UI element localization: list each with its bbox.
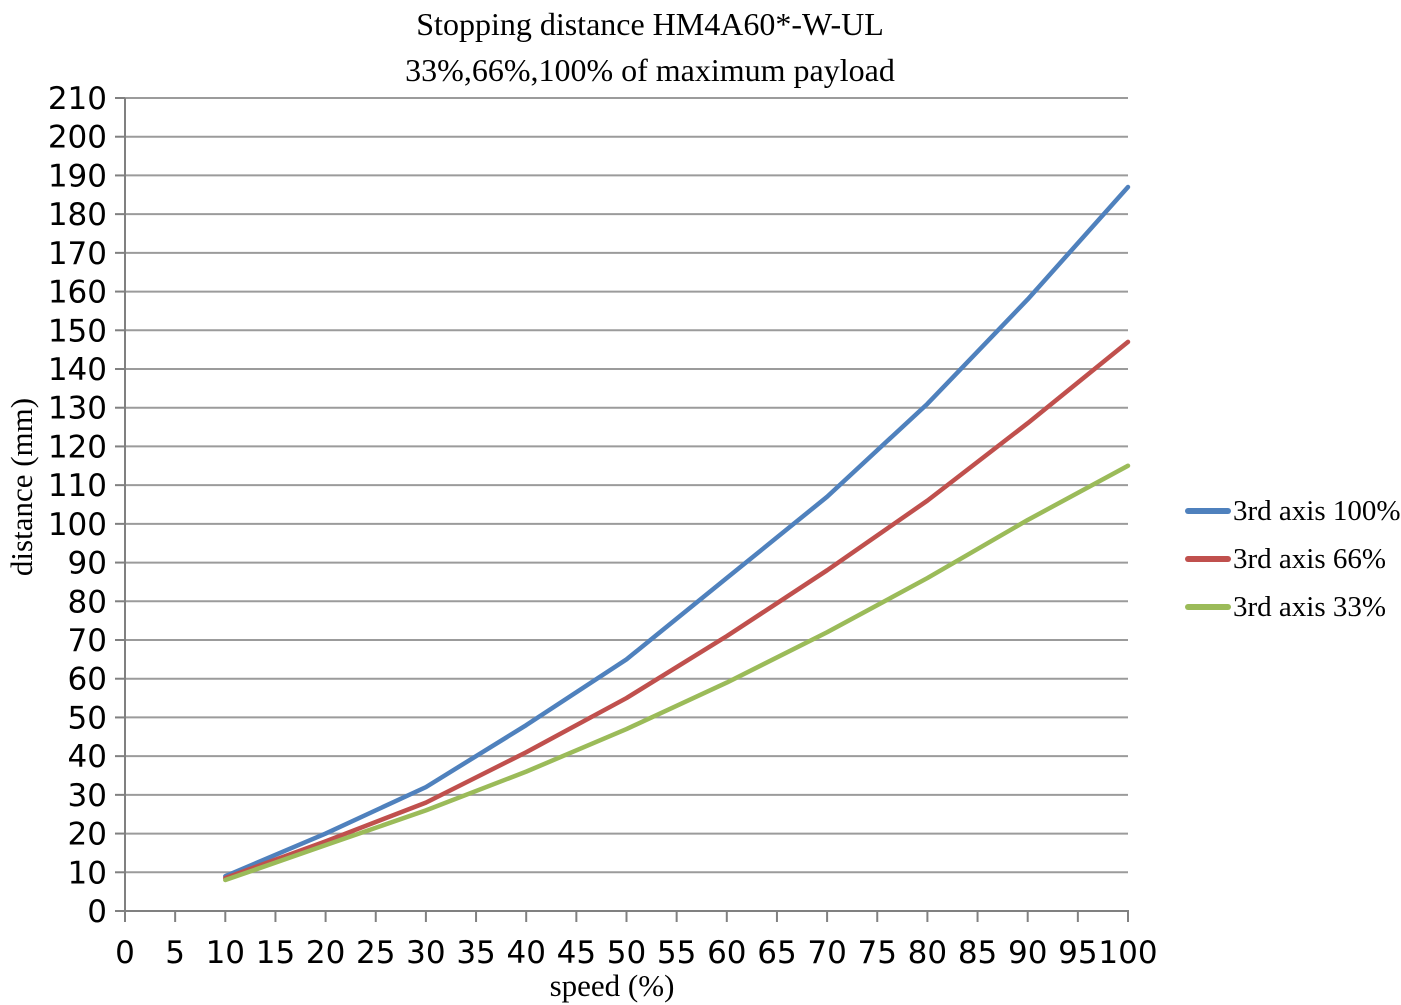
svg-text:15: 15 [256, 935, 295, 971]
svg-text:0: 0 [87, 894, 107, 930]
svg-text:25: 25 [356, 935, 395, 971]
svg-text:80: 80 [68, 584, 107, 620]
legend-line-sample-33 [1185, 604, 1231, 610]
svg-text:35: 35 [456, 935, 495, 971]
svg-text:30: 30 [406, 935, 445, 971]
svg-text:190: 190 [48, 158, 107, 194]
svg-text:95: 95 [1058, 935, 1097, 971]
svg-text:60: 60 [707, 935, 746, 971]
svg-text:20: 20 [68, 817, 107, 853]
svg-text:85: 85 [958, 935, 997, 971]
svg-text:80: 80 [908, 935, 947, 971]
svg-text:0: 0 [115, 935, 135, 971]
svg-text:90: 90 [68, 546, 107, 582]
svg-text:100: 100 [1098, 935, 1157, 971]
legend-line-sample-100 [1185, 508, 1231, 514]
svg-text:50: 50 [607, 935, 646, 971]
svg-text:70: 70 [807, 935, 846, 971]
svg-text:10: 10 [206, 935, 245, 971]
svg-text:130: 130 [48, 391, 107, 427]
legend-line-sample-66 [1185, 556, 1231, 562]
svg-text:30: 30 [68, 778, 107, 814]
chart-title: Stopping distance HM4A60*-W-UL [416, 6, 884, 42]
svg-text:110: 110 [48, 468, 107, 504]
svg-text:180: 180 [48, 197, 107, 233]
svg-text:140: 140 [48, 352, 107, 388]
svg-text:10: 10 [68, 855, 107, 891]
svg-text:90: 90 [1008, 935, 1047, 971]
svg-text:40: 40 [68, 739, 107, 775]
svg-text:75: 75 [858, 935, 897, 971]
svg-text:200: 200 [48, 120, 107, 156]
legend-label: 3rd axis 33% [1233, 590, 1387, 623]
x-axis-title: speed (%) [549, 968, 675, 1003]
svg-text:50: 50 [68, 700, 107, 736]
svg-text:40: 40 [506, 935, 545, 971]
svg-text:60: 60 [68, 662, 107, 698]
svg-text:5: 5 [165, 935, 185, 971]
svg-text:70: 70 [68, 623, 107, 659]
svg-text:55: 55 [657, 935, 696, 971]
legend-label: 3rd axis 100% [1233, 494, 1401, 527]
legend-label: 3rd axis 66% [1233, 542, 1387, 575]
legend-item: 3rd axis 66% [1185, 535, 1401, 583]
svg-text:120: 120 [48, 429, 107, 465]
svg-text:20: 20 [306, 935, 345, 971]
y-axis-title: distance (mm) [4, 397, 39, 577]
legend-item: 3rd axis 33% [1185, 583, 1401, 631]
svg-text:65: 65 [757, 935, 796, 971]
chart-subtitle: 33%,66%,100% of maximum payload [405, 52, 895, 88]
legend-item: 3rd axis 100% [1185, 487, 1401, 535]
svg-text:100: 100 [48, 507, 107, 543]
legend: 3rd axis 100% 3rd axis 66% 3rd axis 33% [1185, 487, 1401, 631]
svg-text:210: 210 [48, 81, 107, 117]
svg-text:45: 45 [557, 935, 596, 971]
svg-text:150: 150 [48, 313, 107, 349]
svg-text:170: 170 [48, 236, 107, 272]
svg-text:160: 160 [48, 275, 107, 311]
